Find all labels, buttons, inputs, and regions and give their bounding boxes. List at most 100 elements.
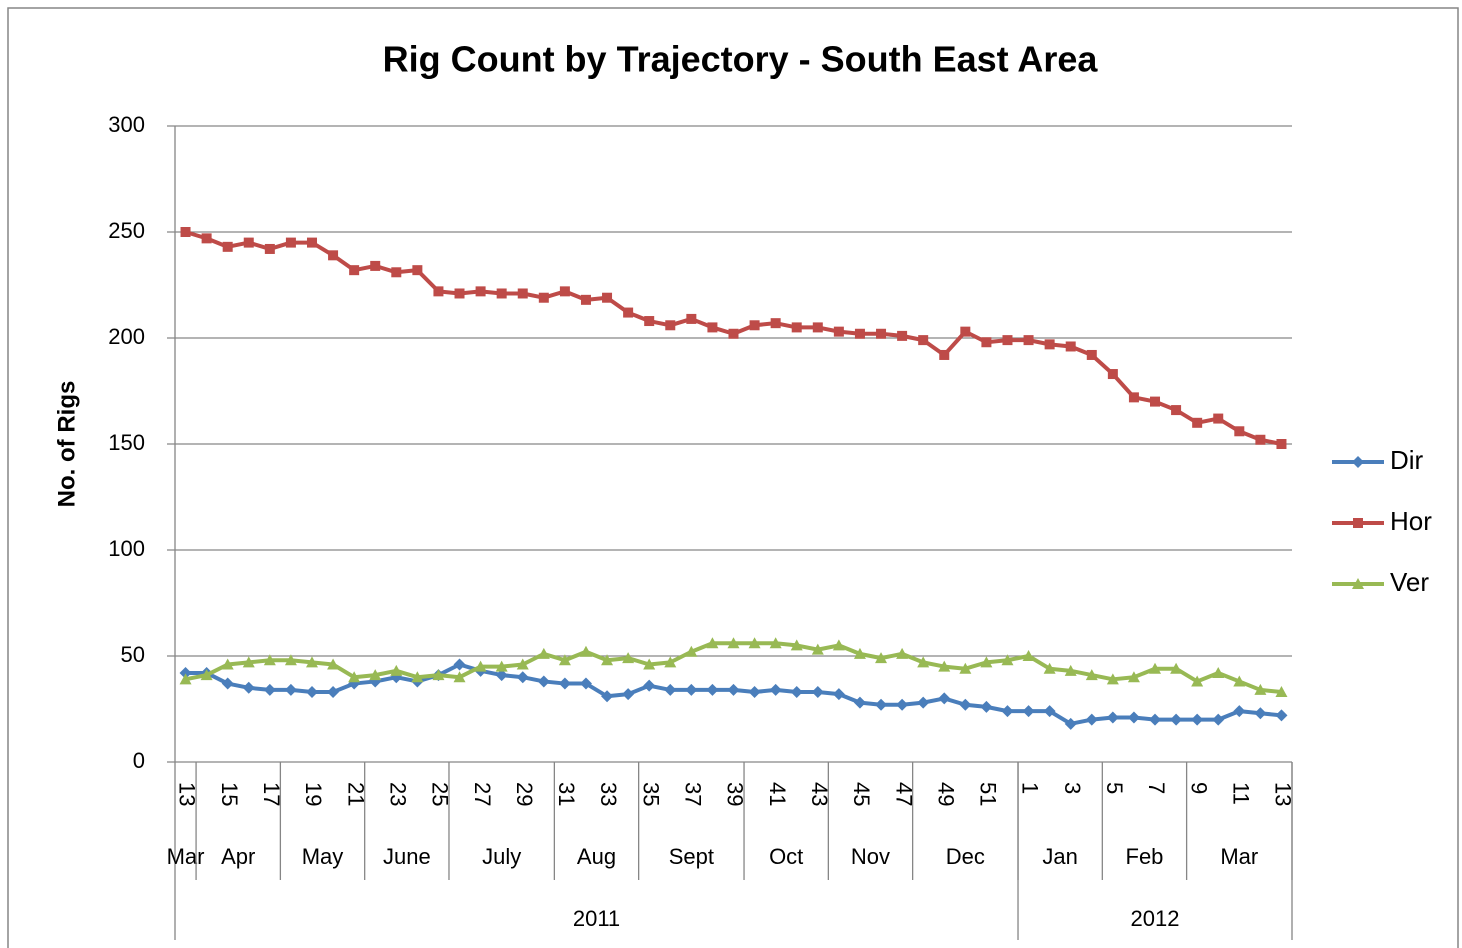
data-point	[1128, 392, 1139, 403]
month-label: Mar	[1220, 844, 1258, 869]
data-point	[1254, 683, 1267, 695]
data-point	[1275, 709, 1288, 722]
data-point	[305, 656, 318, 668]
data-point	[517, 288, 528, 299]
data-point	[728, 328, 739, 339]
data-point	[454, 288, 465, 299]
data-point	[981, 337, 992, 348]
data-point	[222, 241, 233, 252]
data-point	[1022, 650, 1035, 661]
data-point	[1106, 673, 1119, 685]
x-tick-label: 45	[849, 782, 874, 806]
data-point	[1085, 713, 1098, 726]
data-point	[643, 679, 656, 692]
data-point	[411, 671, 424, 683]
data-point	[959, 698, 972, 711]
data-point	[180, 227, 191, 237]
data-point	[179, 666, 192, 679]
data-point	[221, 658, 234, 670]
data-point	[1001, 654, 1014, 666]
data-point	[706, 637, 719, 649]
month-label: Dec	[946, 844, 985, 869]
data-point	[453, 658, 466, 671]
x-tick-label: 35	[638, 782, 663, 806]
data-point	[242, 656, 255, 668]
x-tick-label: 5	[1102, 782, 1127, 794]
legend-label: Dir	[1390, 445, 1424, 475]
data-point	[558, 654, 571, 666]
legend-label: Ver	[1390, 567, 1429, 597]
data-point	[685, 645, 698, 657]
x-tick-label: 41	[765, 782, 790, 806]
data-point	[433, 286, 444, 297]
data-point	[475, 286, 486, 297]
data-point	[1064, 717, 1077, 730]
data-point	[453, 671, 466, 683]
y-tick-label: 250	[108, 218, 145, 243]
data-point	[811, 686, 824, 699]
data-point	[665, 320, 676, 331]
data-point	[980, 656, 993, 668]
chart-border	[7, 7, 1459, 948]
data-point	[622, 688, 635, 701]
month-label: July	[482, 844, 521, 869]
data-point	[559, 286, 570, 297]
data-point	[1191, 675, 1204, 687]
month-label: Feb	[1126, 844, 1164, 869]
data-point	[790, 686, 803, 699]
data-point	[538, 292, 549, 303]
month-label: Apr	[221, 844, 255, 869]
data-point	[938, 692, 951, 705]
data-point	[432, 669, 445, 681]
data-point	[664, 656, 677, 668]
data-point	[644, 316, 655, 327]
legend-label: Hor	[1390, 506, 1432, 536]
data-point	[727, 683, 740, 696]
data-point	[938, 660, 951, 672]
y-axis-label: No. of Rigs	[53, 381, 80, 508]
data-point	[1212, 666, 1225, 678]
data-point	[1085, 669, 1098, 681]
data-point	[1086, 349, 1097, 360]
data-point	[876, 328, 887, 339]
year-label: 2012	[1131, 906, 1180, 931]
data-point	[686, 313, 697, 324]
data-point	[1150, 396, 1161, 407]
data-point	[495, 660, 508, 672]
data-point	[602, 292, 613, 303]
data-point	[327, 686, 340, 699]
data-point	[727, 637, 740, 649]
data-point	[853, 647, 866, 659]
data-point	[706, 683, 719, 696]
data-point	[770, 318, 781, 329]
chart-title: Rig Count by Trajectory - South East Are…	[383, 39, 1099, 80]
x-tick-label: 15	[217, 782, 242, 806]
data-point	[580, 294, 591, 305]
data-point	[1254, 707, 1267, 720]
x-tick-label: 33	[596, 782, 621, 806]
x-tick-label: 23	[385, 782, 410, 806]
data-point	[264, 243, 275, 254]
data-point	[833, 326, 844, 337]
data-point	[243, 237, 254, 248]
data-point	[1233, 705, 1246, 718]
data-point	[1255, 434, 1266, 445]
x-tick-label: 31	[554, 782, 579, 806]
data-point	[1127, 711, 1140, 724]
data-point	[306, 237, 317, 248]
x-tick-label: 9	[1186, 782, 1211, 794]
x-tick-label: 11	[1228, 782, 1253, 805]
data-point	[1213, 413, 1224, 424]
data-point	[1149, 713, 1162, 726]
data-point	[242, 681, 255, 694]
x-tick-label: 1	[1018, 782, 1043, 794]
data-point	[918, 335, 929, 346]
data-point	[579, 645, 592, 657]
data-point	[685, 683, 698, 696]
data-point	[601, 654, 614, 666]
data-point	[412, 265, 423, 276]
y-tick-label: 150	[108, 430, 145, 455]
data-point	[1127, 671, 1140, 683]
data-point	[369, 669, 382, 681]
